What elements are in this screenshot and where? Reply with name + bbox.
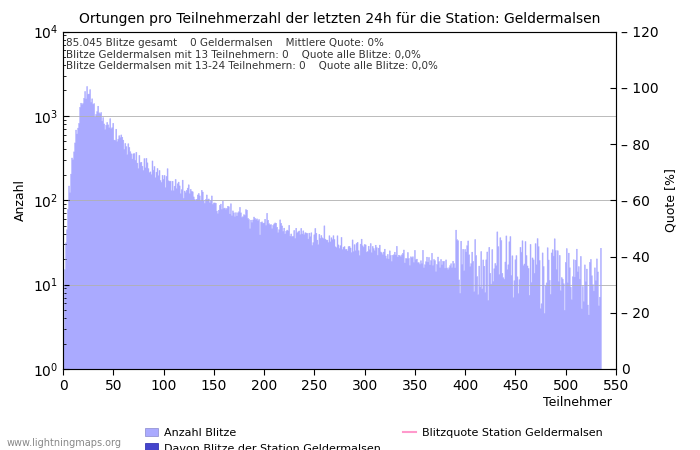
- X-axis label: Teilnehmer: Teilnehmer: [543, 396, 612, 409]
- Y-axis label: Anzahl: Anzahl: [14, 179, 27, 221]
- Y-axis label: Quote [%]: Quote [%]: [664, 168, 677, 232]
- Text: www.lightningmaps.org: www.lightningmaps.org: [7, 438, 122, 448]
- Text: 85.045 Blitze gesamt    0 Geldermalsen    Mittlere Quote: 0%
Blitze Geldermalsen: 85.045 Blitze gesamt 0 Geldermalsen Mitt…: [66, 38, 438, 72]
- Title: Ortungen pro Teilnehmerzahl der letzten 24h für die Station: Geldermalsen: Ortungen pro Teilnehmerzahl der letzten …: [79, 12, 600, 26]
